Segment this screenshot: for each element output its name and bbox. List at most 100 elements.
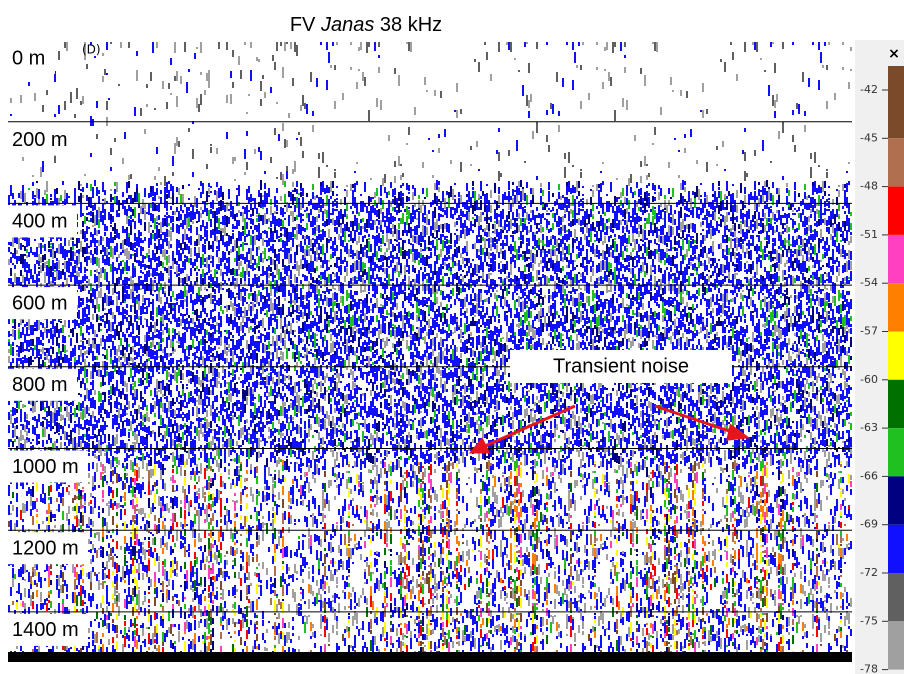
echo-pixel	[102, 472, 104, 474]
echo-pixel	[148, 366, 150, 371]
echo-pixel	[184, 229, 186, 240]
echo-pixel	[178, 402, 180, 404]
echo-pixel	[174, 557, 176, 564]
echo-pixel	[218, 381, 220, 384]
echo-pixel	[132, 198, 134, 204]
echo-pixel	[284, 241, 286, 249]
echo-pixel	[42, 521, 44, 524]
echo-pixel	[236, 500, 238, 503]
echo-pixel	[112, 384, 114, 395]
echo-pixel	[172, 251, 174, 261]
echo-pixel	[258, 239, 260, 241]
echo-pixel	[62, 511, 64, 520]
echo-pixel	[132, 546, 134, 556]
echo-pixel	[62, 246, 64, 256]
echo-pixel	[72, 320, 74, 323]
echo-pixel	[154, 218, 156, 229]
echo-pixel	[36, 590, 38, 597]
echo-pixel	[152, 350, 154, 359]
echo-pixel	[44, 493, 46, 504]
echo-pixel	[282, 352, 284, 361]
echo-pixel	[16, 250, 18, 254]
echo-pixel	[262, 356, 264, 363]
echo-pixel	[162, 458, 164, 461]
echo-pixel	[50, 243, 52, 245]
echo-pixel	[246, 434, 248, 442]
echo-pixel	[166, 353, 168, 360]
echo-pixel	[184, 477, 186, 485]
echo-pixel	[160, 222, 162, 233]
echo-pixel	[192, 172, 194, 177]
echo-pixel	[100, 323, 102, 326]
echo-pixel	[164, 315, 166, 320]
echo-pixel	[152, 268, 154, 277]
echo-pixel	[256, 431, 258, 434]
echo-pixel	[198, 247, 200, 253]
echo-pixel	[260, 292, 262, 302]
echo-pixel	[198, 287, 200, 295]
echo-pixel	[188, 237, 190, 243]
echo-pixel	[266, 231, 268, 238]
echo-pixel	[132, 346, 134, 352]
echo-pixel	[274, 407, 276, 416]
echo-pixel	[48, 406, 50, 416]
echo-pixel	[14, 235, 16, 243]
echo-pixel	[86, 340, 88, 344]
echo-pixel	[156, 342, 158, 345]
echo-pixel	[82, 512, 84, 514]
echo-pixel	[28, 238, 30, 246]
echo-pixel	[250, 394, 252, 403]
echo-pixel	[96, 334, 98, 337]
echo-pixel	[126, 317, 128, 322]
echo-pixel	[156, 225, 158, 231]
echo-pixel	[180, 585, 182, 587]
echo-pixel	[138, 611, 140, 615]
echo-pixel	[152, 422, 154, 425]
echo-pixel	[208, 561, 210, 563]
echo-pixel	[46, 440, 48, 444]
echo-pixel	[134, 233, 136, 241]
echo-pixel	[250, 42, 252, 48]
echo-pixel	[56, 439, 58, 443]
echo-pixel	[282, 174, 284, 185]
echo-pixel	[52, 260, 54, 271]
echo-pixel	[234, 501, 236, 511]
echo-pixel	[280, 479, 282, 484]
echo-pixel	[116, 325, 118, 336]
echo-pixel	[106, 371, 108, 376]
echo-pixel	[46, 525, 48, 530]
echo-pixel	[218, 362, 220, 368]
echo-pixel	[58, 484, 60, 489]
echo-pixel	[20, 482, 22, 486]
echo-pixel	[132, 647, 134, 655]
echo-pixel	[94, 619, 96, 621]
echo-pixel	[276, 348, 278, 359]
echo-pixel	[186, 402, 188, 408]
echo-pixel	[264, 381, 266, 388]
echo-pixel	[212, 582, 214, 591]
echo-pixel	[208, 585, 210, 592]
echo-pixel	[106, 201, 108, 203]
echo-pixel	[194, 529, 196, 538]
echo-pixel	[182, 486, 184, 493]
echo-pixel	[106, 615, 108, 620]
echo-pixel	[240, 608, 242, 614]
echo-pixel	[268, 547, 270, 552]
echo-pixel	[160, 448, 162, 458]
echo-pixel	[102, 464, 104, 471]
echo-pixel	[190, 378, 192, 384]
echo-pixel	[138, 423, 140, 426]
echo-pixel	[186, 570, 188, 581]
echo-pixel	[198, 604, 200, 611]
echo-pixel	[214, 576, 216, 582]
echo-pixel	[284, 362, 286, 364]
echo-pixel	[42, 197, 44, 207]
echo-pixel	[234, 572, 236, 578]
echo-pixel	[118, 446, 120, 453]
echo-pixel	[222, 350, 224, 361]
echo-pixel	[192, 121, 194, 124]
echo-pixel	[196, 313, 198, 321]
echo-pixel	[86, 573, 88, 577]
echo-pixel	[46, 265, 48, 276]
echo-pixel	[284, 139, 286, 148]
